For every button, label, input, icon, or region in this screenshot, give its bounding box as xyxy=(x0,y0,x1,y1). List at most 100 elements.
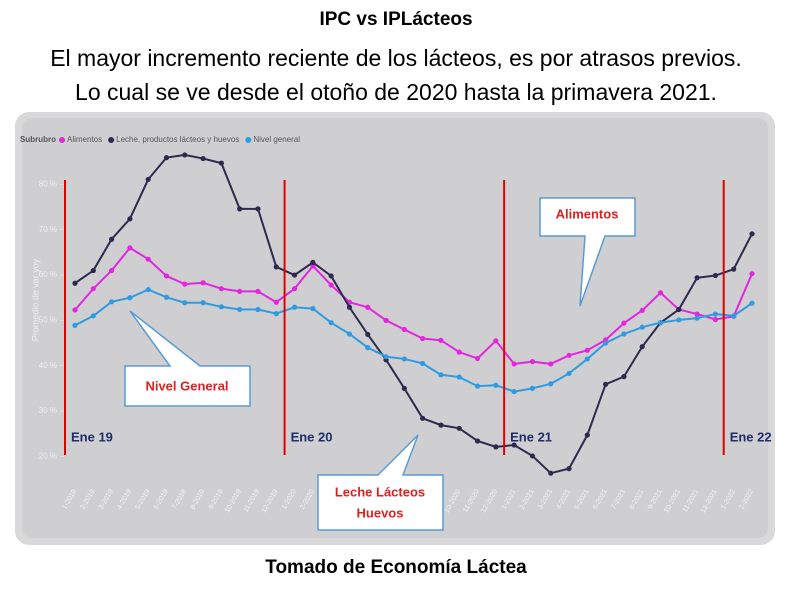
point xyxy=(548,470,554,476)
point xyxy=(163,273,170,279)
legend-swatch xyxy=(245,137,252,143)
point xyxy=(72,307,78,313)
point xyxy=(218,286,224,292)
point xyxy=(712,272,719,279)
point xyxy=(694,311,700,317)
point xyxy=(237,206,243,212)
point xyxy=(548,361,554,367)
callout-box xyxy=(539,197,636,307)
marker-label: Ene 21 xyxy=(510,429,552,444)
point xyxy=(712,311,719,317)
callout-text: Leche Lácteos xyxy=(335,484,425,499)
point xyxy=(310,306,316,312)
point xyxy=(420,335,426,342)
point xyxy=(603,381,609,387)
point xyxy=(328,320,334,326)
series-line xyxy=(74,288,753,393)
point xyxy=(420,360,426,367)
point xyxy=(493,382,499,388)
point xyxy=(163,294,170,300)
point xyxy=(676,306,682,313)
point xyxy=(218,160,224,166)
point xyxy=(712,316,719,323)
point xyxy=(383,354,389,360)
point xyxy=(566,352,572,358)
point xyxy=(603,340,609,346)
point xyxy=(127,245,133,251)
point xyxy=(365,345,371,351)
point xyxy=(108,236,115,242)
marker-label: Ene 19 xyxy=(71,429,113,444)
point xyxy=(273,299,279,305)
marker-label: Ene 20 xyxy=(291,429,333,444)
point xyxy=(456,425,462,431)
point xyxy=(145,256,151,262)
point xyxy=(127,216,133,222)
point xyxy=(127,295,133,301)
point xyxy=(200,280,206,286)
point xyxy=(163,155,170,161)
point xyxy=(182,152,188,158)
point xyxy=(273,311,279,317)
point xyxy=(639,324,645,330)
legend-title: Subrubro xyxy=(20,135,56,144)
callout-box xyxy=(317,434,444,531)
point xyxy=(749,271,755,277)
point xyxy=(255,306,261,313)
point xyxy=(108,267,115,274)
point xyxy=(621,374,627,380)
point xyxy=(72,280,78,286)
point xyxy=(200,300,206,306)
point xyxy=(621,320,627,326)
callout-text: Alimentos xyxy=(556,206,619,221)
point xyxy=(401,326,407,333)
point xyxy=(731,266,737,272)
point xyxy=(401,356,407,362)
point xyxy=(694,315,700,321)
point xyxy=(456,374,462,380)
legend-swatch xyxy=(59,137,65,143)
point xyxy=(529,359,536,365)
point xyxy=(566,466,572,472)
point xyxy=(346,331,353,337)
point xyxy=(346,304,353,310)
point xyxy=(639,307,645,314)
point xyxy=(621,331,627,337)
legend-label: Nivel general xyxy=(253,135,300,144)
point xyxy=(237,288,243,294)
point xyxy=(474,438,481,444)
source: Tomado de Economía Láctea xyxy=(265,557,527,578)
point xyxy=(438,372,444,378)
point xyxy=(365,331,371,338)
legend-swatch xyxy=(108,137,115,143)
point xyxy=(90,313,96,319)
point xyxy=(182,300,188,306)
point xyxy=(438,337,444,343)
point xyxy=(90,286,96,292)
point xyxy=(731,313,737,319)
callouts: Alimentos Nivel General Leche Lácteos Hu… xyxy=(64,180,772,531)
y-tick-label: 80 % xyxy=(39,180,57,189)
point xyxy=(328,273,334,279)
point xyxy=(584,432,590,438)
point xyxy=(310,263,316,269)
point xyxy=(401,385,407,391)
point xyxy=(456,349,462,355)
point xyxy=(145,176,151,183)
point xyxy=(200,155,206,162)
y-tick-label: 30 % xyxy=(39,406,57,415)
y-tick-label: 60 % xyxy=(39,270,57,279)
point xyxy=(255,206,261,212)
point xyxy=(529,453,536,459)
point xyxy=(657,320,664,326)
point xyxy=(493,444,499,450)
callout-text: Nivel General xyxy=(145,378,228,393)
point xyxy=(566,370,572,377)
point xyxy=(749,300,755,306)
point xyxy=(694,275,700,281)
point xyxy=(511,442,517,448)
point xyxy=(273,264,279,270)
marker-label: Ene 22 xyxy=(730,429,772,444)
callout-text: Huevos xyxy=(357,505,404,520)
